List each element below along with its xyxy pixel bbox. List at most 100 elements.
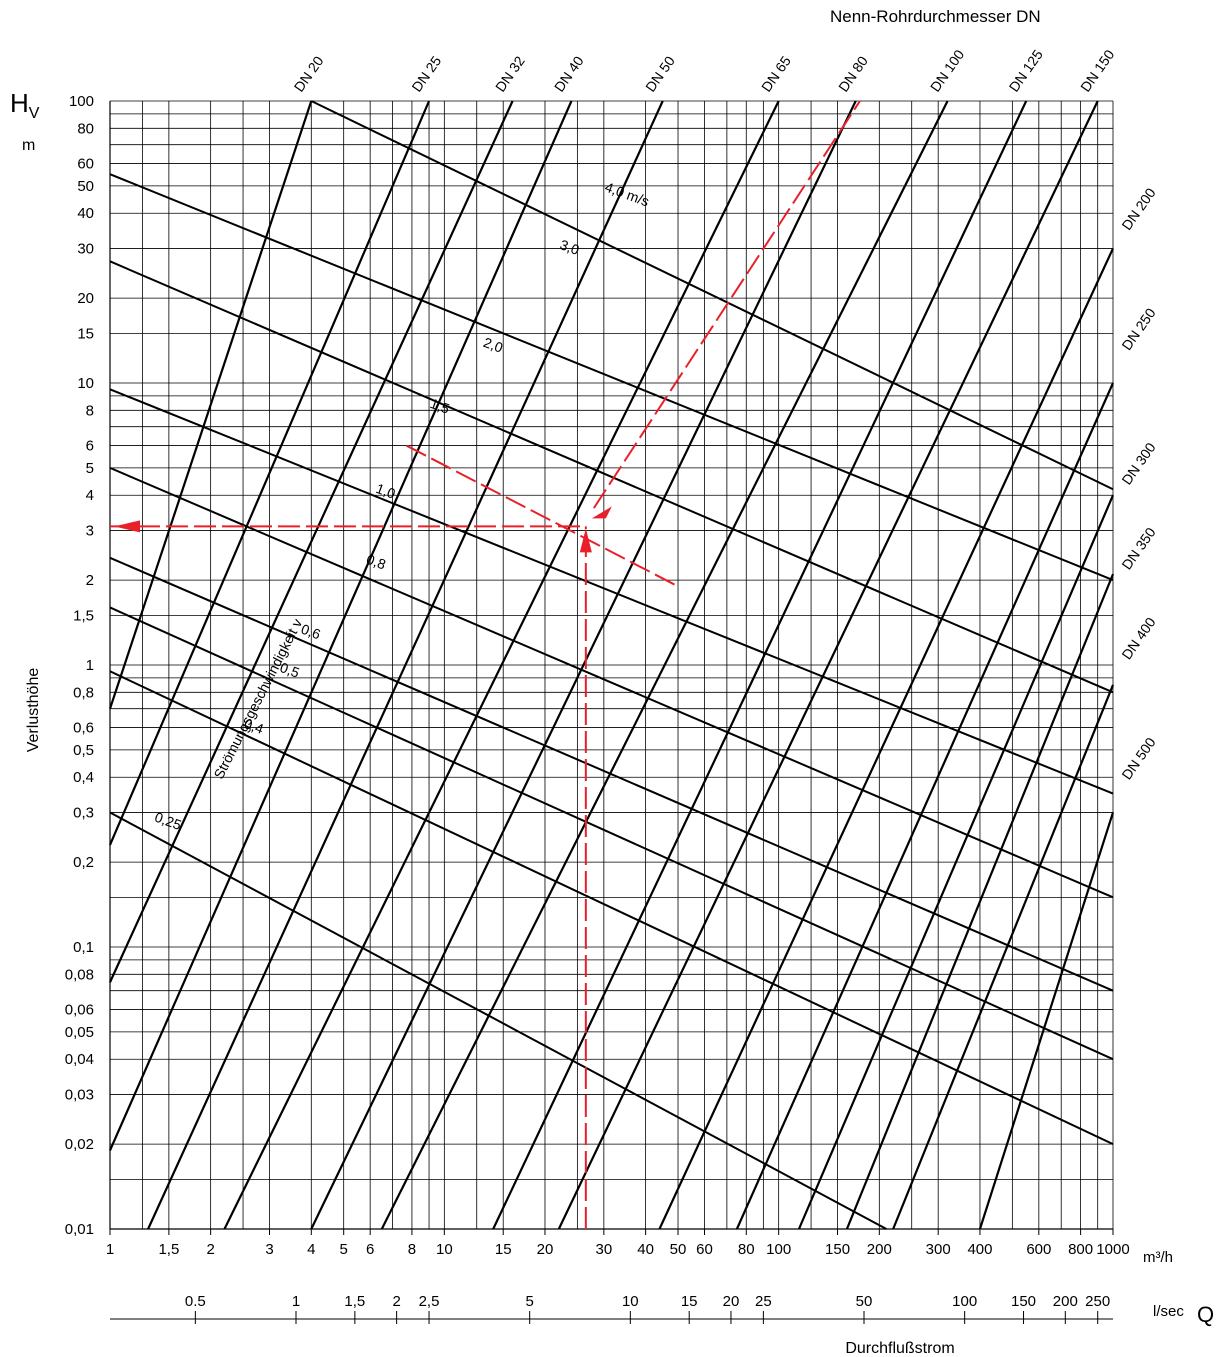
dn-line xyxy=(310,100,857,1230)
x-tick-label: 800 xyxy=(1068,1241,1093,1258)
y-tick-label: 0,03 xyxy=(65,1086,94,1103)
y-tick-label: 0,05 xyxy=(65,1024,94,1041)
dn-line xyxy=(735,382,1115,1230)
lsec-tick-label: 100 xyxy=(952,1293,977,1310)
lsec-tick-label: 20 xyxy=(723,1293,740,1310)
x2-axis-unit: l/sec xyxy=(1153,1303,1184,1320)
dn-side-label: DN 250 xyxy=(1118,305,1158,353)
y-tick-label: 0,6 xyxy=(73,720,94,737)
velocity-label: 2,0 xyxy=(481,334,505,356)
x-tick-label: 5 xyxy=(340,1241,348,1258)
y-axis-symbol-sub: V xyxy=(29,105,40,122)
y-tick-label: 30 xyxy=(77,240,94,257)
y-tick-label: 6 xyxy=(86,438,94,455)
y-tick-label: 0,04 xyxy=(65,1051,94,1068)
velocity-line xyxy=(109,466,1114,899)
dn-side-label: DN 350 xyxy=(1118,524,1158,572)
velocity-label: 4,0 m/s xyxy=(603,179,652,210)
y-tick-label: 0,1 xyxy=(73,939,94,956)
y-tick-label: 0,5 xyxy=(73,742,94,759)
lsec-tick-label: 2,5 xyxy=(419,1293,440,1310)
velocity-lines xyxy=(109,100,1114,1230)
x-tick-label: 60 xyxy=(696,1241,713,1258)
y-tick-label: 0,4 xyxy=(73,769,94,786)
velocity-line xyxy=(109,606,1114,1061)
y-tick-label: 0,08 xyxy=(65,966,94,983)
x-tick-label: 600 xyxy=(1026,1241,1051,1258)
y-tick-label: 100 xyxy=(69,93,94,110)
x-tick-label: 300 xyxy=(926,1241,951,1258)
dn-line xyxy=(892,684,1115,1230)
velocity-label: 0,8 xyxy=(364,551,388,573)
arrow-left xyxy=(114,520,140,533)
y-tick-label: 0,01 xyxy=(65,1221,94,1238)
y-tick-label: 0,02 xyxy=(65,1136,94,1153)
dn-series-lines xyxy=(108,100,1115,1230)
lsec-tick-label: 50 xyxy=(856,1293,873,1310)
y-tick-label: 1,5 xyxy=(73,607,94,624)
x-tick-label: 20 xyxy=(537,1241,554,1258)
lsec-tick-label: 2 xyxy=(392,1293,400,1310)
y-tick-label: 80 xyxy=(77,120,94,137)
dn-label: DN 150 xyxy=(1077,46,1117,94)
y-tick-label: 50 xyxy=(77,178,94,195)
dn-line xyxy=(147,100,664,1230)
velocity-line xyxy=(109,388,1114,795)
y-tick-label: 0,2 xyxy=(73,854,94,871)
x-tick-label: 8 xyxy=(408,1241,416,1258)
dn-label: DN 32 xyxy=(492,53,528,95)
x-tick-label: 50 xyxy=(670,1241,687,1258)
dn-label: DN 65 xyxy=(758,53,794,95)
x-tick-label: 40 xyxy=(637,1241,654,1258)
dn-line xyxy=(492,100,1028,1230)
y-tick-label: 20 xyxy=(77,290,94,307)
velocity-label: 0,5 xyxy=(278,659,302,681)
dn-line xyxy=(108,100,514,983)
x-tick-label: 15 xyxy=(495,1241,512,1258)
dn-line xyxy=(797,494,1115,1230)
dn-line xyxy=(108,100,431,846)
velocity-label: 0,4 xyxy=(242,715,266,737)
velocity-line xyxy=(109,556,1114,992)
y-axis-symbol: HV xyxy=(10,88,40,122)
y-tick-label: 0,06 xyxy=(65,1002,94,1019)
dn-side-label: DN 200 xyxy=(1118,185,1158,233)
dn-line xyxy=(380,100,949,1230)
velocity-label: 3,0 xyxy=(558,236,582,258)
x-tick-label: 1000 xyxy=(1096,1241,1129,1258)
lsec-tick-label: 1 xyxy=(292,1293,300,1310)
dn-line xyxy=(845,573,1115,1230)
y-tick-label: 1 xyxy=(86,657,94,674)
lsec-tick-label: 15 xyxy=(681,1293,698,1310)
velocity-line xyxy=(109,670,1114,1146)
x-tick-label: 2 xyxy=(206,1241,214,1258)
top-title: Nenn-Rohrdurchmesser DN xyxy=(830,7,1041,26)
y-tick-label: 3 xyxy=(86,522,94,539)
x-tick-label: 6 xyxy=(366,1241,374,1258)
y-tick-label: 5 xyxy=(86,460,94,477)
plot-frame xyxy=(109,101,1113,1320)
lsec-tick-label: 25 xyxy=(755,1293,772,1310)
x-tick-label: 4 xyxy=(307,1241,315,1258)
velocity-label: 1,0 xyxy=(374,480,398,502)
y-tick-label: 4 xyxy=(86,487,94,504)
example-line xyxy=(592,100,861,509)
velocity-line xyxy=(109,260,1114,694)
dn-line xyxy=(108,100,573,1151)
dn-line xyxy=(108,100,313,710)
x-tick-label: 400 xyxy=(967,1241,992,1258)
example-line xyxy=(405,444,679,588)
lsec-tick-label: 200 xyxy=(1053,1293,1078,1310)
dn-line xyxy=(658,247,1114,1230)
velocity-label: 0,6 xyxy=(299,621,323,643)
y-tick-label: 40 xyxy=(77,205,94,222)
y-tick-label: 8 xyxy=(86,402,94,419)
x-tick-label: 30 xyxy=(596,1241,613,1258)
example-reading-lines xyxy=(110,100,861,1229)
lsec-tick-label: 250 xyxy=(1085,1293,1110,1310)
dn-label: DN 40 xyxy=(551,53,587,95)
x-tick-label: 200 xyxy=(867,1241,892,1258)
x-tick-label: 1,5 xyxy=(158,1241,179,1258)
velocity-line xyxy=(109,811,887,1230)
